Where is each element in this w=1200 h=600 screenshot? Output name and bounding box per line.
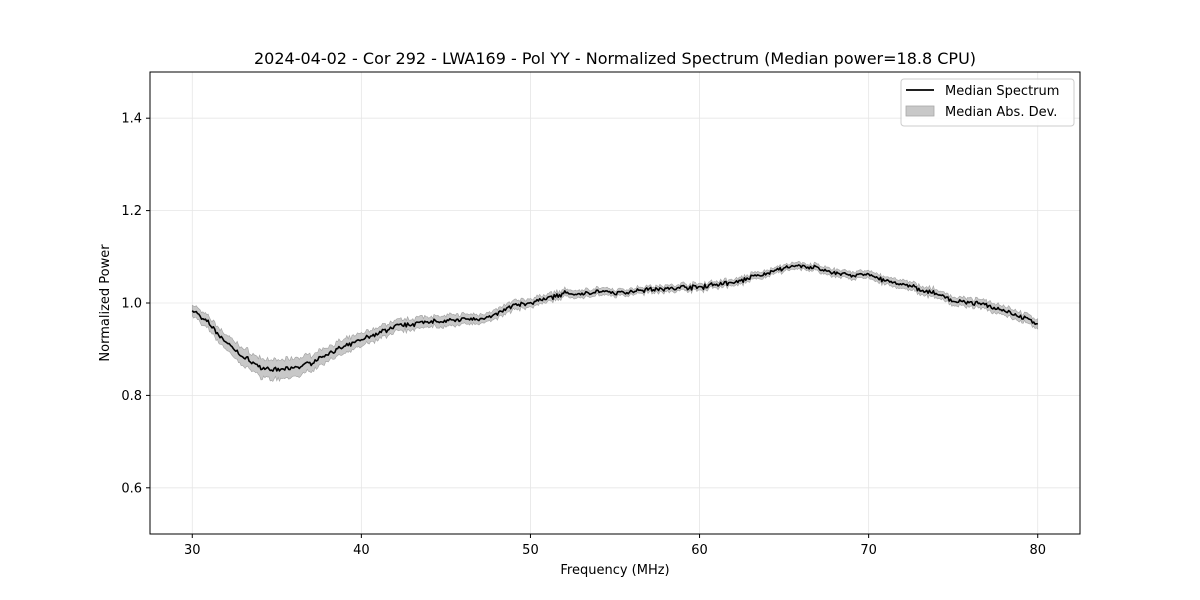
x-tick-label: 80 xyxy=(1029,543,1046,558)
x-tick-label: 30 xyxy=(184,543,201,558)
median-line-layer xyxy=(191,264,1038,372)
legend-band-swatch xyxy=(905,105,935,117)
y-tick-label: 0.6 xyxy=(121,481,142,496)
legend-band-label: Median Abs. Dev. xyxy=(945,105,1057,120)
y-tick-label: 1.2 xyxy=(121,204,142,219)
y-tick-label: 1.0 xyxy=(121,297,142,312)
x-tick-label: 50 xyxy=(522,543,539,558)
y-tick-label: 1.4 xyxy=(121,112,142,127)
x-axis-label: Frequency (MHz) xyxy=(560,563,669,578)
y-axis-label: Normalized Power xyxy=(98,244,113,362)
legend-box xyxy=(900,78,1075,127)
x-tick-label: 40 xyxy=(353,543,370,558)
x-tick-label: 70 xyxy=(860,543,877,558)
x-axis-ticks: 30 40 50 60 70 80 xyxy=(184,534,1046,558)
y-tick-label: 0.8 xyxy=(121,389,142,404)
legend: Median Spectrum Median Abs. Dev. xyxy=(900,78,1075,127)
chart-title: 2024-04-02 - Cor 292 - LWA169 - Pol YY -… xyxy=(254,49,976,68)
legend-median-label: Median Spectrum xyxy=(945,84,1059,99)
y-axis-ticks: 0.6 0.8 1.0 1.2 1.4 xyxy=(121,112,150,496)
median-spectrum-line xyxy=(191,264,1038,372)
x-tick-label: 60 xyxy=(691,543,708,558)
